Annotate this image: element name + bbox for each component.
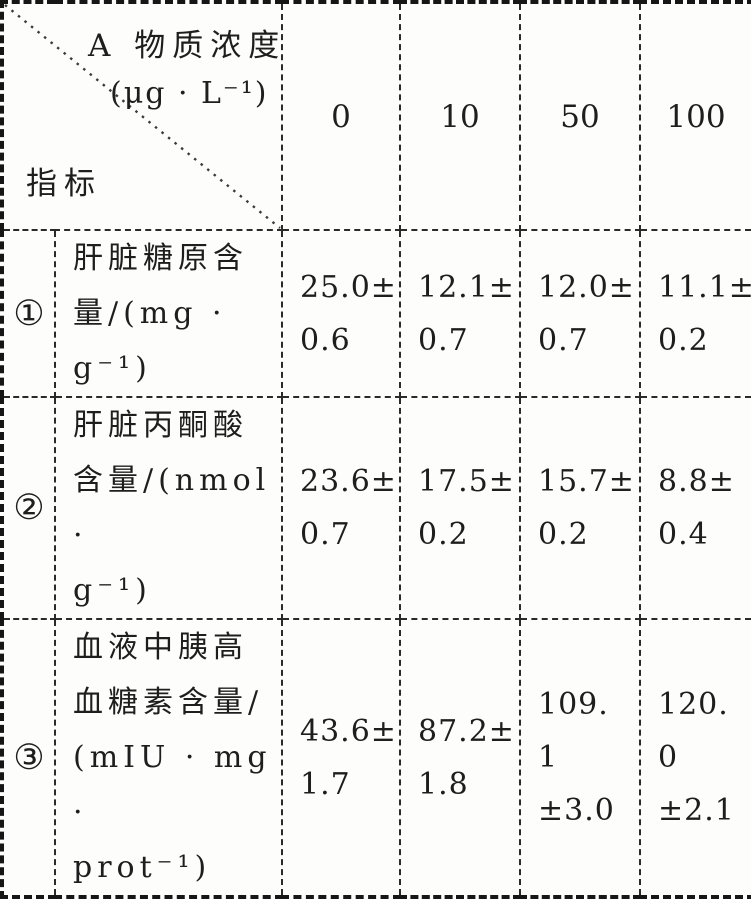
- value-cell: 11.1± 0.2: [639, 229, 751, 398]
- header-row: A 物质浓度/ (μg · L⁻¹) 指标 0 10 50 100: [1, 1, 751, 231]
- value-cell: 23.6± 0.7: [281, 396, 401, 620]
- diagonal-header-cell: A 物质浓度/ (μg · L⁻¹) 指标: [1, 1, 283, 231]
- row-axis-title: 指标: [26, 166, 102, 202]
- table-row-pyruvate: ② 肝脏丙酮酸 含量/(nmol · g⁻¹) 23.6± 0.7 17.5± …: [1, 396, 751, 620]
- table-row-glycogen: ① 肝脏糖原含 量/(mg · g⁻¹) 25.0± 0.6 12.1± 0.7…: [1, 229, 751, 398]
- row-number-2: ②: [1, 396, 56, 620]
- value-cell: 43.6± 1.7: [281, 618, 401, 898]
- table-row-glucagon: ③ 血液中胰高 血糖素含量/ (mIU · mg · prot⁻¹) 43.6±…: [1, 618, 751, 898]
- indicator-label-glucagon: 血液中胰高 血糖素含量/ (mIU · mg · prot⁻¹): [54, 618, 283, 898]
- column-header-50: 50: [519, 1, 641, 231]
- value-cell: 120. 0 ±2.1: [639, 618, 751, 898]
- value-cell: 12.1± 0.7: [399, 229, 521, 398]
- column-header-100: 100: [639, 1, 751, 231]
- indicator-label-pyruvate: 肝脏丙酮酸 含量/(nmol · g⁻¹): [54, 396, 283, 620]
- value-cell: 109. 1 ±3.0: [519, 618, 641, 898]
- row-number-3: ③: [1, 618, 56, 898]
- value-cell: 17.5± 0.2: [399, 396, 521, 620]
- diagonal-divider-line: [4, 4, 280, 228]
- indicator-label-glycogen: 肝脏糖原含 量/(mg · g⁻¹): [54, 229, 283, 398]
- value-cell: 25.0± 0.6: [281, 229, 401, 398]
- value-cell: 12.0± 0.7: [519, 229, 641, 398]
- column-header-10: 10: [399, 1, 521, 231]
- value-cell: 8.8± 0.4: [639, 396, 751, 620]
- column-header-0: 0: [281, 1, 401, 231]
- column-axis-title: A 物质浓度/: [88, 28, 280, 64]
- column-axis-unit: (μg · L⁻¹): [110, 76, 269, 111]
- value-cell: 15.7± 0.2: [519, 396, 641, 620]
- value-cell: 87.2± 1.8: [399, 618, 521, 898]
- row-number-1: ①: [1, 229, 56, 398]
